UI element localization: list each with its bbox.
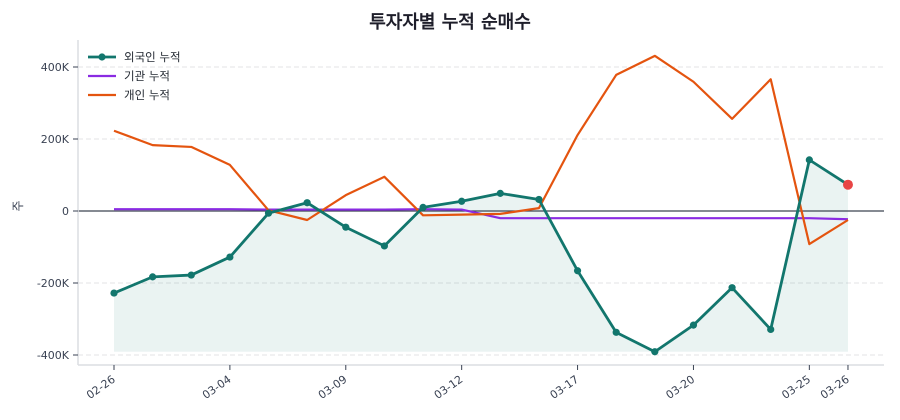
data-point [264,209,273,217]
chart-title: 투자자별 누적 순매수 [369,12,531,33]
legend-item: 기관 누적 [88,69,170,83]
axes [77,40,884,366]
x-tick-label: 03-20 [664,373,698,402]
legend-item: 개인 누적 [88,88,170,102]
x-tick-label: 03-17 [548,373,582,402]
legend-label: 외국인 누적 [124,50,181,64]
data-point [496,189,504,197]
data-point [535,195,543,204]
data-point [110,289,118,297]
data-point [187,271,195,279]
y-axis-ticks: -400K -200K 0 200K 400K [37,61,78,362]
last-point-marker [842,179,853,190]
y-tick-label: -400K [37,349,70,362]
x-tick-label: 03-04 [200,373,234,402]
data-point [573,267,582,275]
area-fill [114,159,848,352]
data-point [303,199,311,207]
x-tick-label: 02-26 [84,373,118,402]
data-point [149,273,157,281]
data-point [380,242,389,250]
data-point [767,325,775,334]
y-axis-label: 주 [11,200,25,211]
data-point [805,156,813,164]
x-tick-label: 03-09 [316,373,350,402]
series-line [113,158,849,354]
gridlines [78,66,884,356]
x-tick-label: 03-12 [432,373,466,402]
data-point [419,203,427,211]
series-0 [110,156,853,356]
y-tick-label: 400K [41,61,70,74]
y-tick-label: -200K [37,277,70,290]
data-point [458,197,466,205]
series-2 [113,54,849,246]
data-point [612,328,620,336]
legend-item: 외국인 누적 [88,50,181,64]
data-point [226,253,234,261]
data-point [651,348,659,356]
x-tick-label: 03-25 [779,373,813,402]
x-tick-label: 03-26 [818,373,852,402]
series-line [113,54,849,246]
x-axis-ticks: 02-26 03-04 03-09 03-12 03-17 03-20 03-25 03-26 [84,365,852,402]
data-point [342,223,350,231]
legend-label: 개인 누적 [124,88,170,102]
series-lines [110,54,853,356]
y-tick-label: 200K [41,133,70,146]
data-point [728,284,736,292]
legend-label: 기관 누적 [124,69,170,83]
data-point [689,321,698,329]
legend-marker [98,53,106,61]
foreign-area-fill [114,159,848,352]
y-tick-label: 0 [62,205,69,218]
